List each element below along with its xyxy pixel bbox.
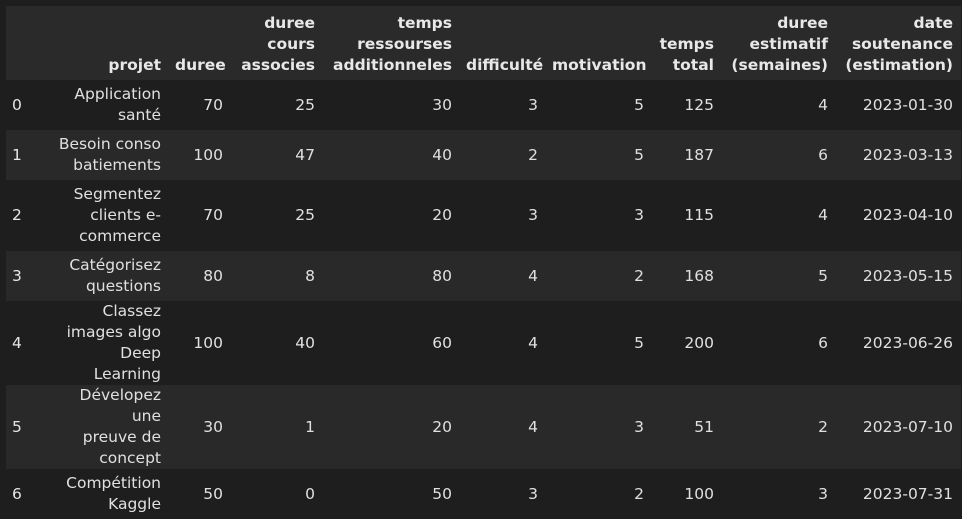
dataframe-output: projet duree duree cours associes temps … xyxy=(6,6,961,513)
cell-temps-ressourses: 20 xyxy=(323,180,460,251)
column-header-duree-estimatif: duree estimatif (semaines) xyxy=(722,6,836,80)
cell-difficulte: 3 xyxy=(460,469,546,519)
table-row: 0 Application santé 70 25 30 3 5 125 4 2… xyxy=(6,80,961,130)
cell-duree: 100 xyxy=(169,301,231,385)
cell-difficulte: 2 xyxy=(460,130,546,180)
row-index: 3 xyxy=(6,251,43,301)
cell-temps-total: 125 xyxy=(652,80,722,130)
cell-difficulte: 3 xyxy=(460,180,546,251)
table-row: 1 Besoin conso batiements 100 47 40 2 5 … xyxy=(6,130,961,180)
cell-duree-cours: 25 xyxy=(231,80,323,130)
cell-temps-total: 168 xyxy=(652,251,722,301)
cell-duree-estimatif: 4 xyxy=(722,80,836,130)
cell-motivation: 2 xyxy=(546,251,652,301)
cell-temps-ressourses: 40 xyxy=(323,130,460,180)
cell-difficulte: 4 xyxy=(460,385,546,469)
cell-projet: Dévelopez une preuve de concept xyxy=(43,385,169,469)
cell-duree-estimatif: 6 xyxy=(722,301,836,385)
cell-duree-cours: 25 xyxy=(231,180,323,251)
header-row: projet duree duree cours associes temps … xyxy=(6,6,961,80)
cell-date-soutenance: 2023-07-31 xyxy=(836,469,961,519)
cell-duree-estimatif: 6 xyxy=(722,130,836,180)
cell-duree-cours: 47 xyxy=(231,130,323,180)
cell-date-soutenance: 2023-01-30 xyxy=(836,80,961,130)
column-header-date-soutenance: date soutenance (estimation) xyxy=(836,6,961,80)
cell-duree-cours: 0 xyxy=(231,469,323,519)
cell-motivation: 5 xyxy=(546,130,652,180)
table-row: 4 Classez images algo Deep Learning 100 … xyxy=(6,301,961,385)
cell-difficulte: 4 xyxy=(460,251,546,301)
cell-temps-ressourses: 80 xyxy=(323,251,460,301)
cell-motivation: 3 xyxy=(546,180,652,251)
column-header-temps-ressourses: temps ressourses additionneles xyxy=(323,6,460,80)
column-header-duree-cours-associes: duree cours associes xyxy=(231,6,323,80)
cell-date-soutenance: 2023-07-10 xyxy=(836,385,961,469)
column-header-duree: duree xyxy=(169,6,231,80)
row-index: 0 xyxy=(6,80,43,130)
cell-duree-estimatif: 4 xyxy=(722,180,836,251)
table-body: 0 Application santé 70 25 30 3 5 125 4 2… xyxy=(6,80,961,519)
cell-duree-estimatif: 2 xyxy=(722,385,836,469)
cell-duree: 70 xyxy=(169,180,231,251)
row-index: 6 xyxy=(6,469,43,519)
cell-temps-total: 200 xyxy=(652,301,722,385)
cell-temps-ressourses: 60 xyxy=(323,301,460,385)
cell-motivation: 2 xyxy=(546,469,652,519)
cell-duree: 100 xyxy=(169,130,231,180)
cell-duree-estimatif: 5 xyxy=(722,251,836,301)
cell-temps-total: 51 xyxy=(652,385,722,469)
cell-duree-cours: 1 xyxy=(231,385,323,469)
cell-motivation: 5 xyxy=(546,80,652,130)
cell-date-soutenance: 2023-05-15 xyxy=(836,251,961,301)
cell-duree: 30 xyxy=(169,385,231,469)
table-row: 5 Dévelopez une preuve de concept 30 1 2… xyxy=(6,385,961,469)
table-row: 6 Compétition Kaggle 50 0 50 3 2 100 3 2… xyxy=(6,469,961,519)
cell-duree: 80 xyxy=(169,251,231,301)
column-header-projet: projet xyxy=(43,6,169,80)
cell-temps-ressourses: 50 xyxy=(323,469,460,519)
index-header xyxy=(6,6,43,80)
table-row: 2 Segmentez clients e- commerce 70 25 20… xyxy=(6,180,961,251)
cell-date-soutenance: 2023-03-13 xyxy=(836,130,961,180)
cell-temps-ressourses: 20 xyxy=(323,385,460,469)
cell-projet: Compétition Kaggle xyxy=(43,469,169,519)
cell-difficulte: 4 xyxy=(460,301,546,385)
cell-projet: Application santé xyxy=(43,80,169,130)
column-header-motivation: motivation xyxy=(546,6,652,80)
cell-projet: Segmentez clients e- commerce xyxy=(43,180,169,251)
cell-motivation: 3 xyxy=(546,385,652,469)
table-header: projet duree duree cours associes temps … xyxy=(6,6,961,80)
table-row: 3 Catégorisez questions 80 8 80 4 2 168 … xyxy=(6,251,961,301)
cell-difficulte: 3 xyxy=(460,80,546,130)
cell-date-soutenance: 2023-06-26 xyxy=(836,301,961,385)
cell-temps-ressourses: 30 xyxy=(323,80,460,130)
row-index: 2 xyxy=(6,180,43,251)
dataframe-table: projet duree duree cours associes temps … xyxy=(6,6,961,519)
row-index: 1 xyxy=(6,130,43,180)
cell-projet: Classez images algo Deep Learning xyxy=(43,301,169,385)
row-index: 5 xyxy=(6,385,43,469)
cell-projet: Catégorisez questions xyxy=(43,251,169,301)
cell-duree: 70 xyxy=(169,80,231,130)
cell-date-soutenance: 2023-04-10 xyxy=(836,180,961,251)
cell-motivation: 5 xyxy=(546,301,652,385)
cell-temps-total: 187 xyxy=(652,130,722,180)
column-header-difficulte: difficulté xyxy=(460,6,546,80)
cell-temps-total: 100 xyxy=(652,469,722,519)
row-index: 4 xyxy=(6,301,43,385)
cell-temps-total: 115 xyxy=(652,180,722,251)
cell-duree-cours: 40 xyxy=(231,301,323,385)
cell-duree-estimatif: 3 xyxy=(722,469,836,519)
cell-duree-cours: 8 xyxy=(231,251,323,301)
cell-duree: 50 xyxy=(169,469,231,519)
column-header-temps-total: temps total xyxy=(652,6,722,80)
cell-projet: Besoin conso batiements xyxy=(43,130,169,180)
